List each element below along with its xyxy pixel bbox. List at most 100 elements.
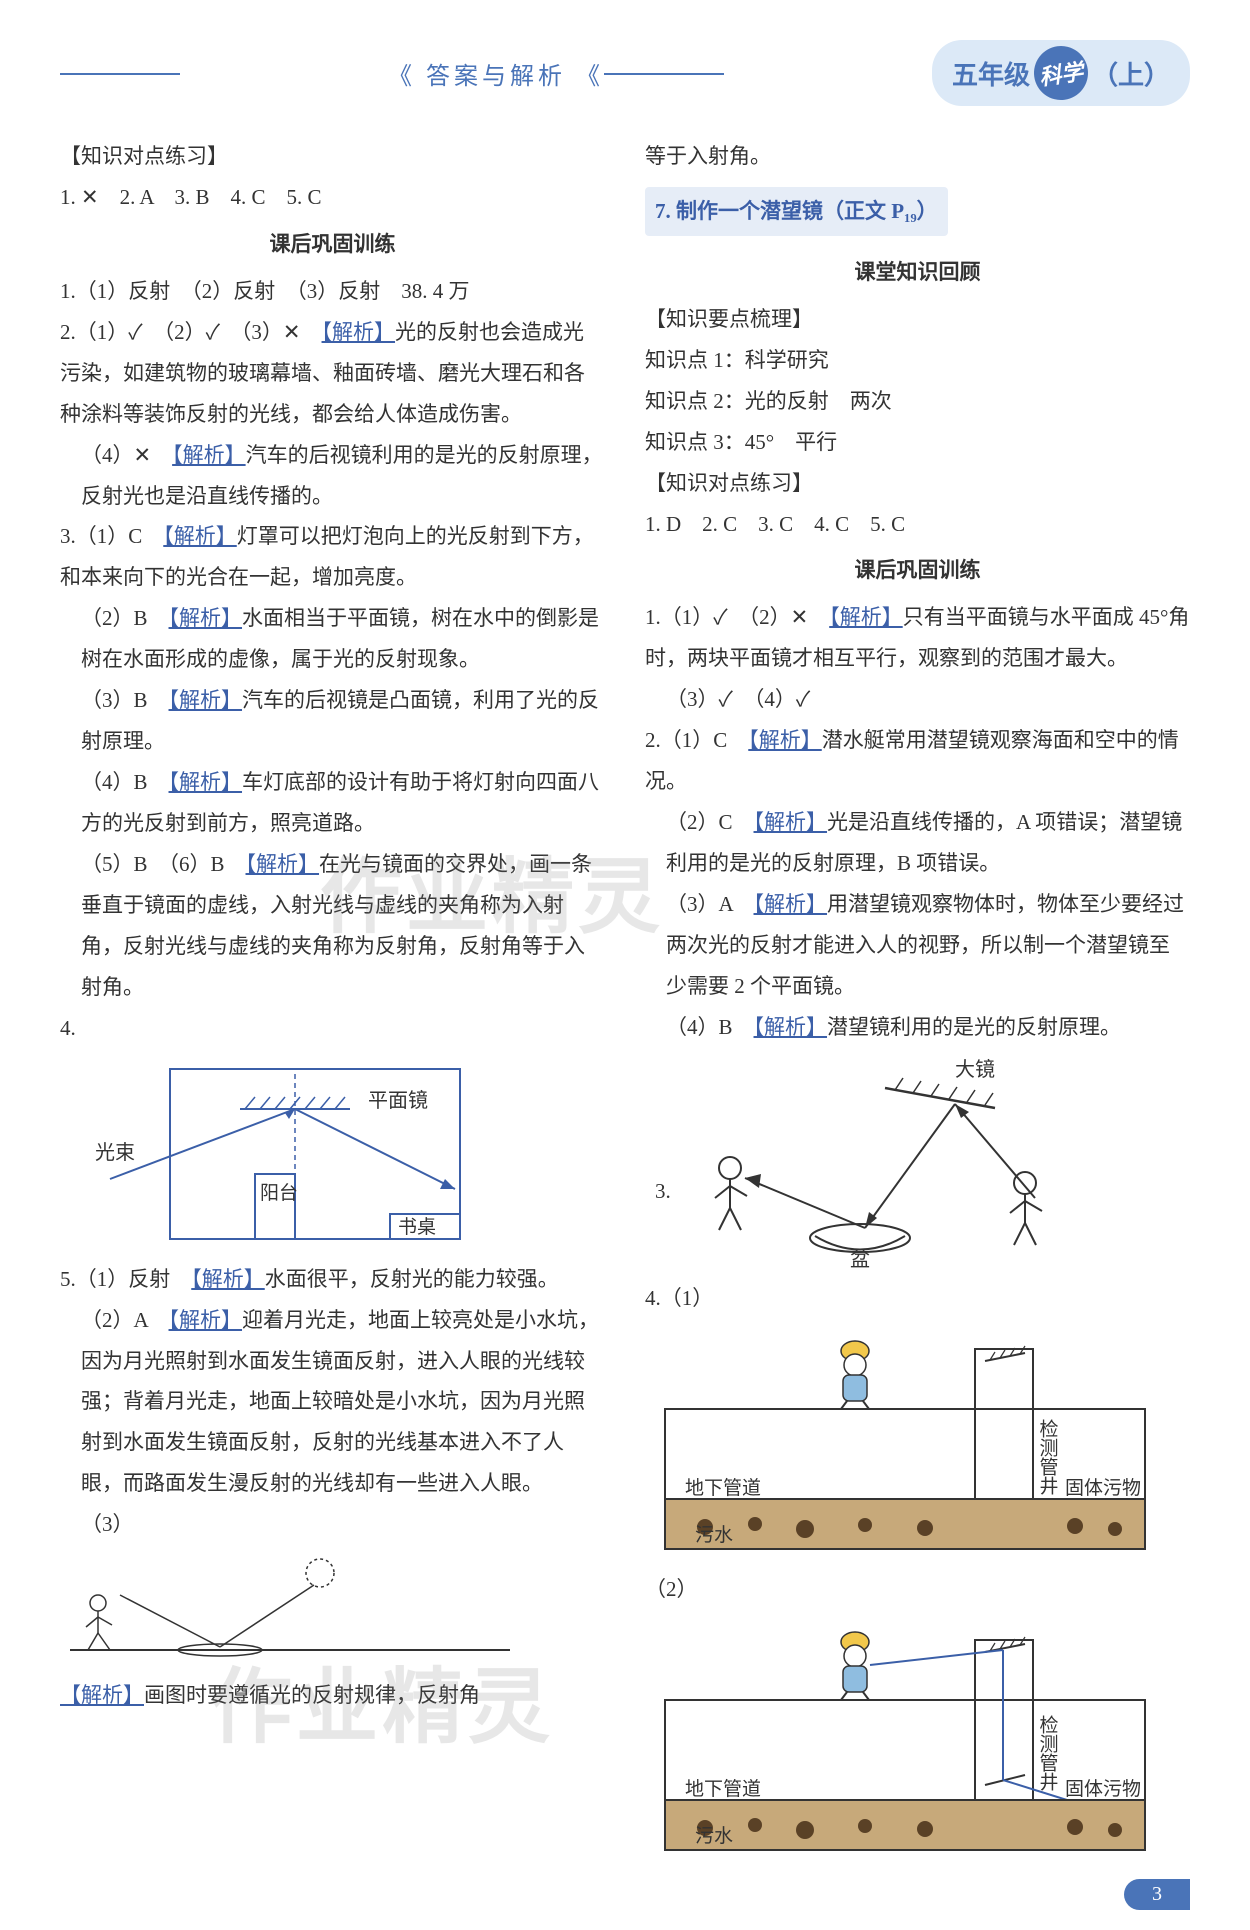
grade-text: 五年级 [952, 55, 1030, 92]
figure-pipe-2: 检测管井 地下管道 污水 固体污物 [655, 1620, 1190, 1860]
volume-text: （上） [1092, 55, 1170, 92]
pipe2-lbl-waste: 固体污物 [1065, 1778, 1141, 1800]
jiexi-label: 【解析】 [169, 606, 243, 630]
grade-badge: 五年级 科学 （上） [932, 40, 1190, 106]
left-zhishi-answers: 1. ✕ 2. A 3. B 4. C 5. C [60, 177, 605, 218]
right-kp2: 知识点 2：光的反射 两次 [645, 381, 1190, 422]
pipe2-lbl-pipe: 地下管道 [685, 1778, 761, 1800]
right-q1-12-head: 1.（1）✓ （2）✕ [645, 605, 829, 629]
left-q5-1-jx: 水面很平，反射光的能力较强。 [265, 1267, 559, 1291]
right-zhishi-answers: 1. D 2. C 3. C 4. C 5. C [645, 504, 1190, 545]
heading-zhishi-right: 【知识对点练习】 [645, 463, 1190, 504]
left-q2-head: 2.（1）✓ （2）✓ （3）✕ [60, 320, 322, 344]
left-q5-1: 5.（1）反射 【解析】水面很平，反射光的能力较强。 [60, 1259, 605, 1300]
heading-kehou-left: 课后巩固训练 [60, 224, 605, 265]
left-q3-56: （5）B （6）B 【解析】在光与镜面的交界处，画一条垂直于镜面的虚线，入射光线… [60, 844, 605, 1008]
right-kp1: 知识点 1：科学研究 [645, 340, 1190, 381]
right-q2-1: 2.（1）C 【解析】潜水艇常用潜望镜观察海面和空中的情况。 [645, 720, 1190, 802]
jiexi-label: 【解析】 [754, 810, 828, 834]
pipe-1-svg: 检测管井 地下管道 污水 固体污物 [655, 1329, 1155, 1559]
left-column: 【知识对点练习】 1. ✕ 2. A 3. B 4. C 5. C 课后巩固训练… [60, 136, 605, 1870]
right-q2-1-head: 2.（1）C [645, 728, 748, 752]
page-header: 《 答案与解析 《 五年级 科学 （上） [60, 40, 1190, 106]
jiexi-label: 【解析】 [169, 1308, 243, 1332]
basin-mirror-svg: 3. 大镜 盆 [655, 1058, 1095, 1268]
jiexi-label: 【解析】 [169, 770, 243, 794]
left-q5-1-head: 5.（1）反射 [60, 1267, 191, 1291]
left-q3-56-head: （5）B （6）B [81, 852, 246, 876]
right-q3-num: 3. [655, 1179, 671, 1203]
jiexi-label: 【解析】 [754, 1015, 828, 1039]
right-q2-3-head: （3）A [666, 892, 754, 916]
right-q2-2: （2）C 【解析】光是沿直线传播的，A 项错误；潜望镜利用的是光的反射原理，B … [645, 802, 1190, 884]
jiexi-label: 【解析】 [748, 728, 822, 752]
pipe2-lbl-water: 污水 [695, 1825, 733, 1847]
right-q2-2-head: （2）C [666, 810, 754, 834]
right-q1-12: 1.（1）✓ （2）✕ 【解析】只有当平面镜与水平面成 45°角时，两块平面镜才… [645, 597, 1190, 679]
right-q2-4: （4）B 【解析】潜望镜利用的是光的反射原理。 [645, 1007, 1190, 1048]
figure-mirror-diagram: 光束 平面镜 阳台 书桌 [90, 1059, 605, 1249]
left-q5-3-num: （3） [60, 1504, 605, 1545]
fig3-lbl-mirror: 大镜 [955, 1058, 995, 1081]
moonlight-svg [60, 1555, 520, 1665]
mirror-diagram-svg: 光束 平面镜 阳台 书桌 [90, 1059, 470, 1249]
left-q5-3-jx-text: 画图时要遵循光的反射规律，反射角 [144, 1683, 480, 1707]
right-q2-4-jx: 潜望镜利用的是光的反射原理。 [827, 1015, 1121, 1039]
left-q5-3-jx: 【解析】画图时要遵循光的反射规律，反射角 [60, 1675, 605, 1716]
right-q2-3: （3）A 【解析】用潜望镜观察物体时，物体至少要经过两次光的反射才能进入人的视野… [645, 884, 1190, 1007]
figure-moonlight [60, 1555, 605, 1665]
pipe-2-svg: 检测管井 地下管道 污水 固体污物 [655, 1620, 1155, 1860]
fig4-lbl-beam: 光束 [95, 1141, 135, 1164]
jiexi-label: 【解析】 [169, 688, 243, 712]
lesson-band: 7. 制作一个潜望镜（正文 P₁₉） [645, 187, 948, 236]
subject-oval: 科学 [1030, 43, 1091, 104]
right-q4-2-num: （2） [645, 1569, 1190, 1610]
heading-zhishi-left: 【知识对点练习】 [60, 136, 605, 177]
right-column: 等于入射角。 7. 制作一个潜望镜（正文 P₁₉） 课堂知识回顾 【知识要点梳理… [645, 136, 1190, 1870]
jiexi-label: 【解析】 [322, 320, 396, 344]
left-q5-2: （2）A 【解析】迎着月光走，地面上较亮处是小水坑，因为月光照射到水面发生镜面反… [60, 1300, 605, 1505]
left-q2-4-head: （4）✕ [81, 443, 172, 467]
left-q3-1-head: 3.（1）C [60, 524, 163, 548]
figure-pipe-1: 检测管井 地下管道 污水 固体污物 [655, 1329, 1190, 1559]
left-q3-1: 3.（1）C 【解析】灯罩可以把灯泡向上的光反射到下方，和本来向下的光合在一起，… [60, 516, 605, 598]
right-kp3: 知识点 3：45° 平行 [645, 422, 1190, 463]
left-q3-2-head: （2）B [81, 606, 169, 630]
left-q5-2-head: （2）A [81, 1308, 169, 1332]
left-q1: 1.（1）反射 （2）反射 （3）反射 38. 4 万 [60, 271, 605, 312]
fig4-lbl-mirror: 平面镜 [368, 1089, 428, 1112]
heading-ketang: 课堂知识回顾 [645, 252, 1190, 293]
left-q3-2: （2）B 【解析】水面相当于平面镜，树在水中的倒影是树在水面形成的虚像，属于光的… [60, 598, 605, 680]
jiexi-label: 【解析】 [172, 443, 246, 467]
pipe1-lbl-pipe: 地下管道 [685, 1477, 761, 1499]
fig3-lbl-basin: 盆 [850, 1248, 870, 1268]
jiexi-label: 【解析】 [163, 524, 237, 548]
fig4-lbl-desk: 书桌 [398, 1216, 436, 1238]
right-continuation: 等于入射角。 [645, 136, 1190, 177]
pipe1-lbl-water: 污水 [695, 1524, 733, 1546]
figure-basin-mirror: 3. 大镜 盆 [655, 1058, 1190, 1268]
jiexi-label: 【解析】 [60, 1683, 144, 1707]
pipe2-lbl-well: 检测管井 [1037, 1714, 1059, 1790]
jiexi-label: 【解析】 [829, 605, 903, 629]
left-q4-num: 4. [60, 1008, 605, 1049]
pipe1-lbl-waste: 固体污物 [1065, 1477, 1141, 1499]
page-number: 3 [1124, 1879, 1190, 1910]
right-q1-34: （3）✓ （4）✓ [645, 679, 1190, 720]
pipe1-lbl-well: 检测管井 [1037, 1418, 1059, 1494]
left-q2-4: （4）✕ 【解析】汽车的后视镜利用的是光的反射原理，反射光也是沿直线传播的。 [60, 435, 605, 517]
heading-shuli: 【知识要点梳理】 [645, 299, 1190, 340]
left-q3-3-head: （3）B [81, 688, 169, 712]
jiexi-label: 【解析】 [191, 1267, 265, 1291]
jiexi-label: 【解析】 [246, 852, 320, 876]
left-q3-4-head: （4）B [81, 770, 169, 794]
left-q2: 2.（1）✓ （2）✓ （3）✕ 【解析】光的反射也会造成光污染，如建筑物的玻璃… [60, 312, 605, 435]
left-q3-4: （4）B 【解析】车灯底部的设计有助于将灯射向四面八方的光反射到前方，照亮道路。 [60, 762, 605, 844]
page-root: 作业精灵 作业精灵 《 答案与解析 《 五年级 科学 （上） 【知识对点练习】 … [0, 0, 1250, 1930]
right-q2-4-head: （4）B [666, 1015, 754, 1039]
heading-kehou-right: 课后巩固训练 [645, 550, 1190, 591]
content-columns: 【知识对点练习】 1. ✕ 2. A 3. B 4. C 5. C 课后巩固训练… [60, 136, 1190, 1870]
jiexi-label: 【解析】 [754, 892, 828, 916]
right-q4-1-num: 4.（1） [645, 1278, 1190, 1319]
header-title: 《 答案与解析 《 [60, 56, 932, 91]
